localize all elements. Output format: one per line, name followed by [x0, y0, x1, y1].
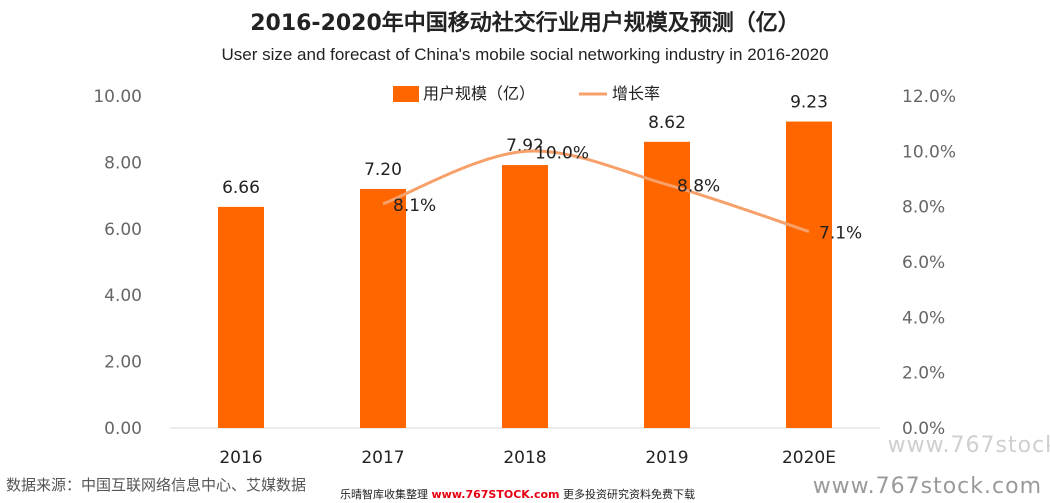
y-left-tick-label: 4.00	[104, 286, 142, 306]
y-left-tick-label: 6.00	[104, 220, 142, 240]
line-value-label: 8.8%	[677, 177, 720, 197]
bar	[786, 121, 832, 429]
y-right-tick-label: 8.0%	[902, 198, 945, 218]
x-tick-label: 2017	[361, 448, 404, 468]
y-right-tick-label: 6.0%	[902, 253, 945, 273]
watermark-right: www.767stock.c	[887, 433, 1050, 458]
y-left-tick-label: 2.00	[104, 353, 142, 373]
source-note: 数据来源：中国互联网络信息中心、艾媒数据	[6, 476, 307, 494]
x-tick-label: 2016	[219, 448, 262, 468]
y-right-tick-label: 2.0%	[902, 364, 945, 384]
y-left-tick-label: 10.00	[93, 87, 142, 107]
line-value-label: 10.0%	[535, 143, 589, 163]
x-tick-label: 2020E	[782, 448, 836, 468]
y-right-axis: 0.0% 2.0% 4.0% 6.0% 8.0% 10.0% 12.0%	[902, 87, 956, 439]
legend: 用户规模（亿） 增长率	[393, 84, 660, 103]
line-value-label: 8.1%	[393, 196, 436, 216]
growth-rate-line	[382, 149, 810, 233]
y-right-tick-label: 0.0%	[902, 419, 945, 439]
y-left-tick-label: 0.00	[104, 419, 142, 439]
line-series: 8.1% 10.0% 8.8% 7.1%	[382, 143, 862, 244]
banner-text: 乐晴智库收集整理	[340, 488, 428, 501]
y-left-axis: 0.00 2.00 4.00 6.00 8.00 10.00	[93, 87, 142, 439]
line-value-label: 7.1%	[819, 224, 862, 244]
bar-value-label: 7.20	[364, 160, 402, 180]
chart-title: 2016-2020年中国移动社交行业用户规模及预测（亿）	[250, 10, 800, 36]
bar-series: 6.667.207.928.629.23	[218, 93, 832, 429]
y-right-tick-label: 4.0%	[902, 308, 945, 328]
banner-tail: 更多投资研究资料免费下载	[563, 488, 696, 501]
y-right-tick-label: 12.0%	[902, 87, 956, 107]
chart-subtitle: User size and forecast of China's mobile…	[221, 45, 828, 64]
x-axis: 2016 2017 2018 2019 2020E	[219, 448, 836, 468]
x-tick-label: 2019	[645, 448, 688, 468]
bar-value-label: 9.23	[790, 93, 828, 113]
y-left-tick-label: 8.00	[104, 153, 142, 173]
bar-value-label: 6.66	[222, 178, 260, 198]
bar	[360, 188, 406, 428]
footer-banner: 乐晴智库收集整理 www.767STOCK.com 更多投资研究资料免费下载	[340, 486, 695, 502]
watermark-bottom: www.767stock.com	[812, 474, 1042, 499]
x-tick-label: 2018	[503, 448, 546, 468]
bar-value-label: 8.62	[648, 113, 686, 133]
legend-line-label: 增长率	[612, 84, 660, 103]
bar	[502, 165, 548, 428]
legend-bar-label: 用户规模（亿）	[423, 84, 535, 103]
legend-bar-swatch	[393, 86, 419, 102]
bar	[218, 206, 264, 428]
y-right-tick-label: 10.0%	[902, 142, 956, 162]
banner-url[interactable]: www.767STOCK.com	[431, 488, 560, 501]
